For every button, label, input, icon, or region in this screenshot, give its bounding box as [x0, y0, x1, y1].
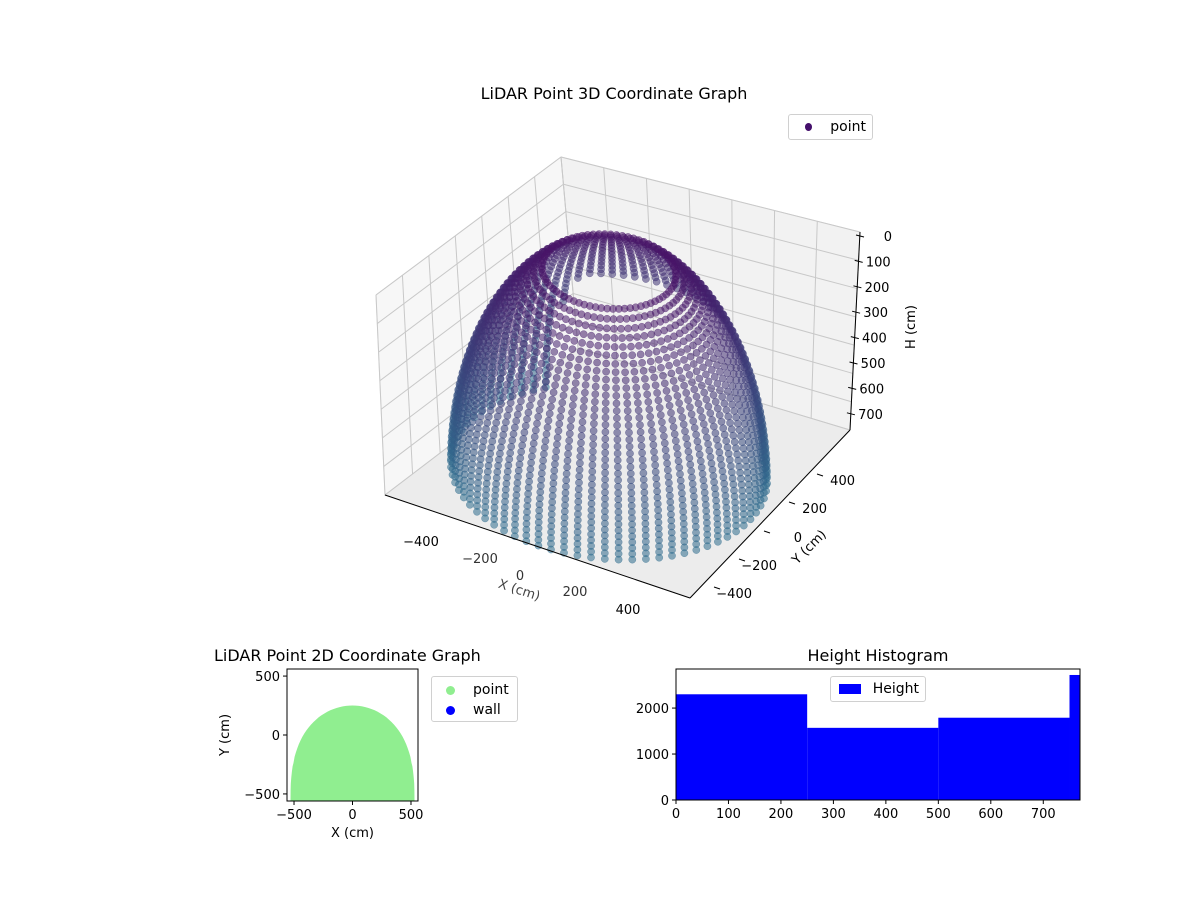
svg-text:0: 0: [672, 807, 680, 822]
svg-text:1000: 1000: [636, 748, 669, 763]
bar-swatch-icon: [839, 684, 861, 694]
point-region: [290, 705, 415, 801]
svg-text:200: 200: [802, 502, 827, 517]
svg-text:400: 400: [616, 603, 641, 618]
chart-2d-canvas[interactable]: −500 −500 0 0 500 500 X (cm) Y (cm): [200, 660, 540, 860]
svg-text:400: 400: [862, 332, 887, 347]
legend-label: point: [830, 119, 866, 135]
svg-text:0: 0: [348, 808, 356, 823]
svg-text:500: 500: [861, 357, 886, 372]
legend-label: point: [473, 682, 509, 698]
svg-text:0: 0: [884, 230, 892, 245]
legend-label: Height: [872, 681, 919, 697]
histogram-bar: [676, 694, 808, 800]
svg-text:200: 200: [865, 281, 890, 296]
legend-2d: point wall: [431, 676, 518, 722]
histogram-bar: [938, 717, 1070, 800]
point-marker-icon: [805, 123, 813, 131]
svg-text:300: 300: [821, 807, 846, 822]
svg-text:600: 600: [859, 382, 884, 397]
chart-2d-title: LiDAR Point 2D Coordinate Graph: [214, 646, 481, 665]
svg-text:−200: −200: [741, 559, 777, 574]
histogram-bar: [807, 727, 939, 800]
svg-text:100: 100: [716, 807, 741, 822]
svg-text:−400: −400: [716, 587, 752, 602]
histogram-canvas[interactable]: 0 100 200 300 400 500 600 700 0 1000 2000: [620, 660, 1100, 840]
svg-text:X (cm): X (cm): [331, 826, 374, 841]
svg-text:500: 500: [926, 807, 951, 822]
point-marker-icon: [446, 685, 455, 695]
svg-text:−500: −500: [244, 788, 280, 803]
svg-text:Y (cm): Y (cm): [218, 714, 233, 757]
svg-text:−200: −200: [462, 552, 498, 567]
legend-item-point: point: [795, 118, 866, 136]
svg-text:400: 400: [830, 474, 855, 489]
svg-text:600: 600: [978, 807, 1003, 822]
svg-text:200: 200: [563, 585, 588, 600]
svg-text:200: 200: [769, 807, 794, 822]
svg-text:0: 0: [272, 729, 280, 744]
svg-text:500: 500: [255, 670, 280, 685]
svg-text:100: 100: [866, 255, 891, 270]
histogram-title: Height Histogram: [807, 646, 949, 665]
svg-text:−400: −400: [403, 535, 439, 550]
legend-item-point: point: [438, 680, 511, 700]
legend-histogram: Height: [830, 676, 926, 702]
svg-text:400: 400: [873, 807, 898, 822]
svg-text:700: 700: [858, 408, 883, 423]
svg-text:0: 0: [516, 569, 524, 584]
svg-text:500: 500: [399, 808, 424, 823]
svg-text:0: 0: [794, 531, 802, 546]
legend-label: wall: [473, 702, 501, 718]
svg-text:H (cm): H (cm): [904, 305, 919, 349]
legend-item-height: Height: [837, 679, 919, 699]
svg-text:300: 300: [863, 306, 888, 321]
histogram-bar: [1069, 674, 1080, 800]
chart-3d-title: LiDAR Point 3D Coordinate Graph: [480, 84, 748, 103]
svg-text:0: 0: [661, 794, 669, 809]
wall-marker-icon: [446, 705, 455, 715]
legend-3d: point: [788, 114, 873, 140]
svg-text:2000: 2000: [636, 702, 669, 717]
svg-text:−500: −500: [276, 808, 312, 823]
legend-item-wall: wall: [438, 700, 511, 720]
svg-text:700: 700: [1031, 807, 1056, 822]
